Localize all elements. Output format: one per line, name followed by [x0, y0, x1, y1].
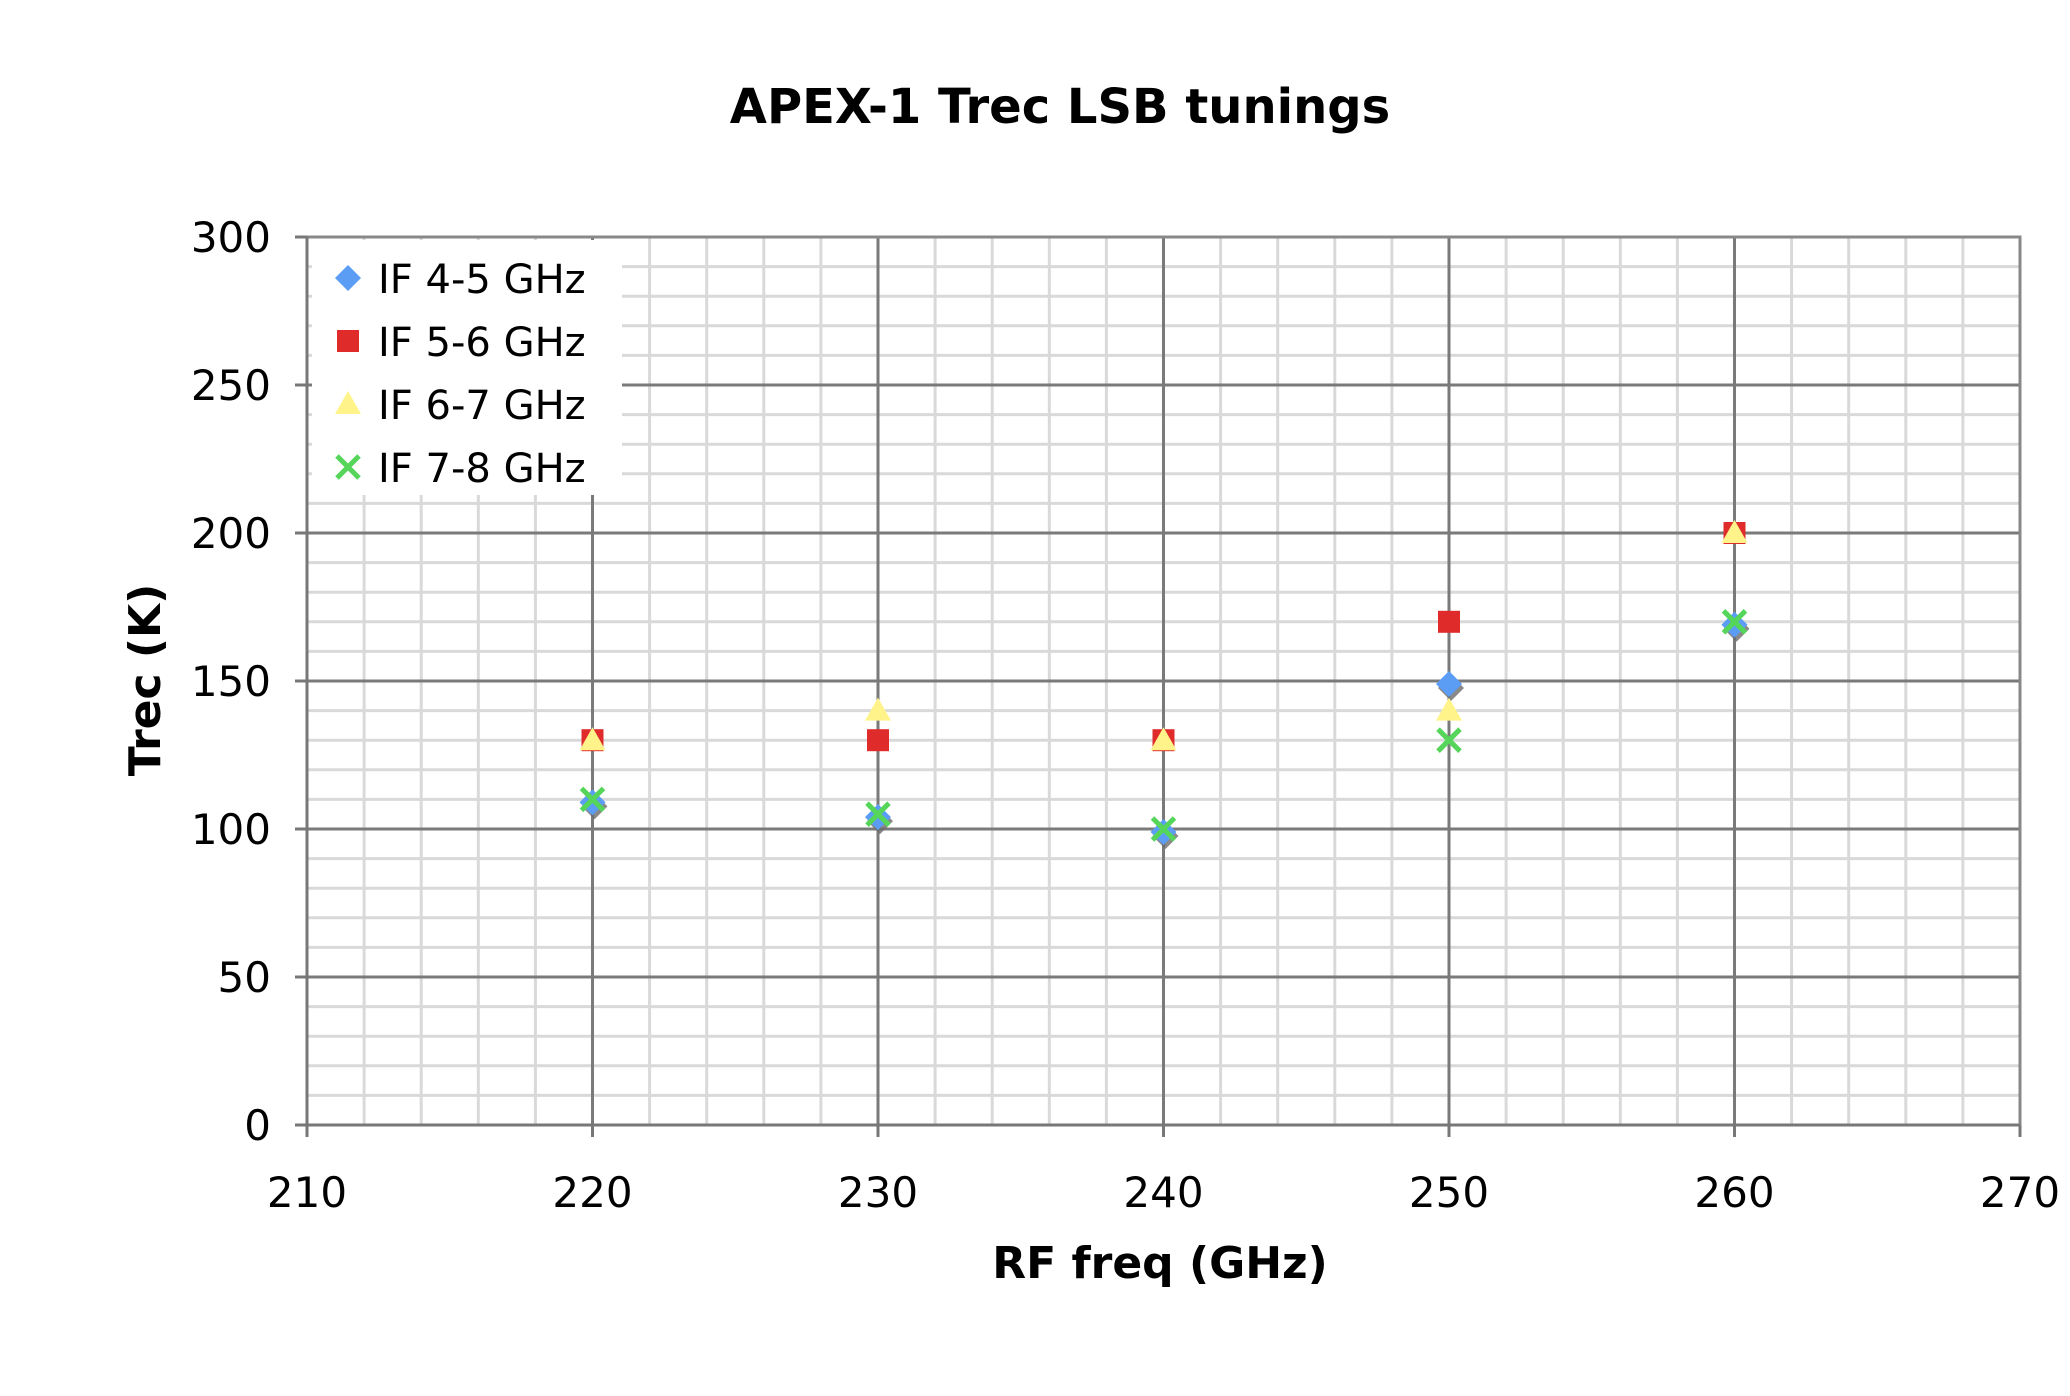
- legend-marker-square: [337, 330, 359, 352]
- data-point-diamond: [1436, 670, 1462, 697]
- x-tick-label: 220: [552, 1168, 632, 1217]
- data-point-triangle: [1150, 727, 1177, 751]
- data-point-x: [579, 786, 606, 813]
- data-point-x: [1436, 727, 1462, 753]
- y-tick-label: 0: [244, 1101, 271, 1150]
- x-axis-title: RF freq (GHz): [992, 1238, 1328, 1289]
- data-point-x: [1150, 816, 1177, 842]
- data-point-triangle: [1721, 520, 1748, 543]
- legend-marker-triangle: [335, 391, 361, 414]
- data-point-triangle: [1436, 697, 1462, 721]
- chart-title: APEX-1 Trec LSB tunings: [730, 79, 1390, 135]
- data-point-triangle: [579, 727, 606, 751]
- x-marker-stroke: [865, 801, 891, 827]
- x-tick-label: 250: [1409, 1168, 1489, 1217]
- legend-label: IF 4-5 GHz: [378, 257, 586, 303]
- legend-box: [312, 240, 622, 495]
- y-tick-label: 250: [191, 361, 271, 410]
- legend-label: IF 6-7 GHz: [378, 383, 586, 429]
- x-tick-labels: 210 220 230 240 250 260 270: [267, 1168, 2060, 1217]
- axes: [295, 235, 2022, 1137]
- data-point-x: [865, 801, 891, 827]
- x-tick-label: 230: [838, 1168, 918, 1217]
- legend: IF 4-5 GHz IF 5-6 GHz IF 6-7 GHz IF 7-8 GHz: [312, 240, 622, 495]
- y-tick-label: 50: [218, 953, 271, 1002]
- data-points: [579, 520, 1750, 849]
- y-tick-label: 200: [191, 509, 271, 558]
- x-marker-stroke: [579, 786, 606, 813]
- x-tick-label: 260: [1694, 1168, 1774, 1217]
- x-marker-stroke: [1721, 609, 1748, 635]
- y-tick-label: 300: [191, 213, 271, 262]
- y-axis-title: Trec (K): [120, 584, 171, 776]
- legend-label: IF 5-6 GHz: [378, 320, 586, 366]
- x-tick-label: 210: [267, 1168, 347, 1217]
- x-tick-label: 240: [1123, 1168, 1203, 1217]
- legend-label: IF 7-8 GHz: [378, 446, 586, 492]
- y-tick-label: 100: [191, 805, 271, 854]
- legend-marker-diamond: [335, 265, 361, 291]
- data-point-triangle: [865, 697, 891, 721]
- legend-marker-x: [335, 454, 361, 480]
- y-tick-labels: 0 50 100 150 200 250 300: [191, 213, 271, 1150]
- x-marker-stroke: [1436, 727, 1462, 753]
- x-marker-stroke: [335, 454, 361, 480]
- data-point-x: [1721, 609, 1748, 635]
- x-tick-label: 270: [1980, 1168, 2060, 1217]
- x-marker-stroke: [1150, 816, 1177, 842]
- y-tick-label: 150: [191, 657, 271, 706]
- data-point-square: [1438, 610, 1460, 633]
- data-point-square: [867, 729, 889, 752]
